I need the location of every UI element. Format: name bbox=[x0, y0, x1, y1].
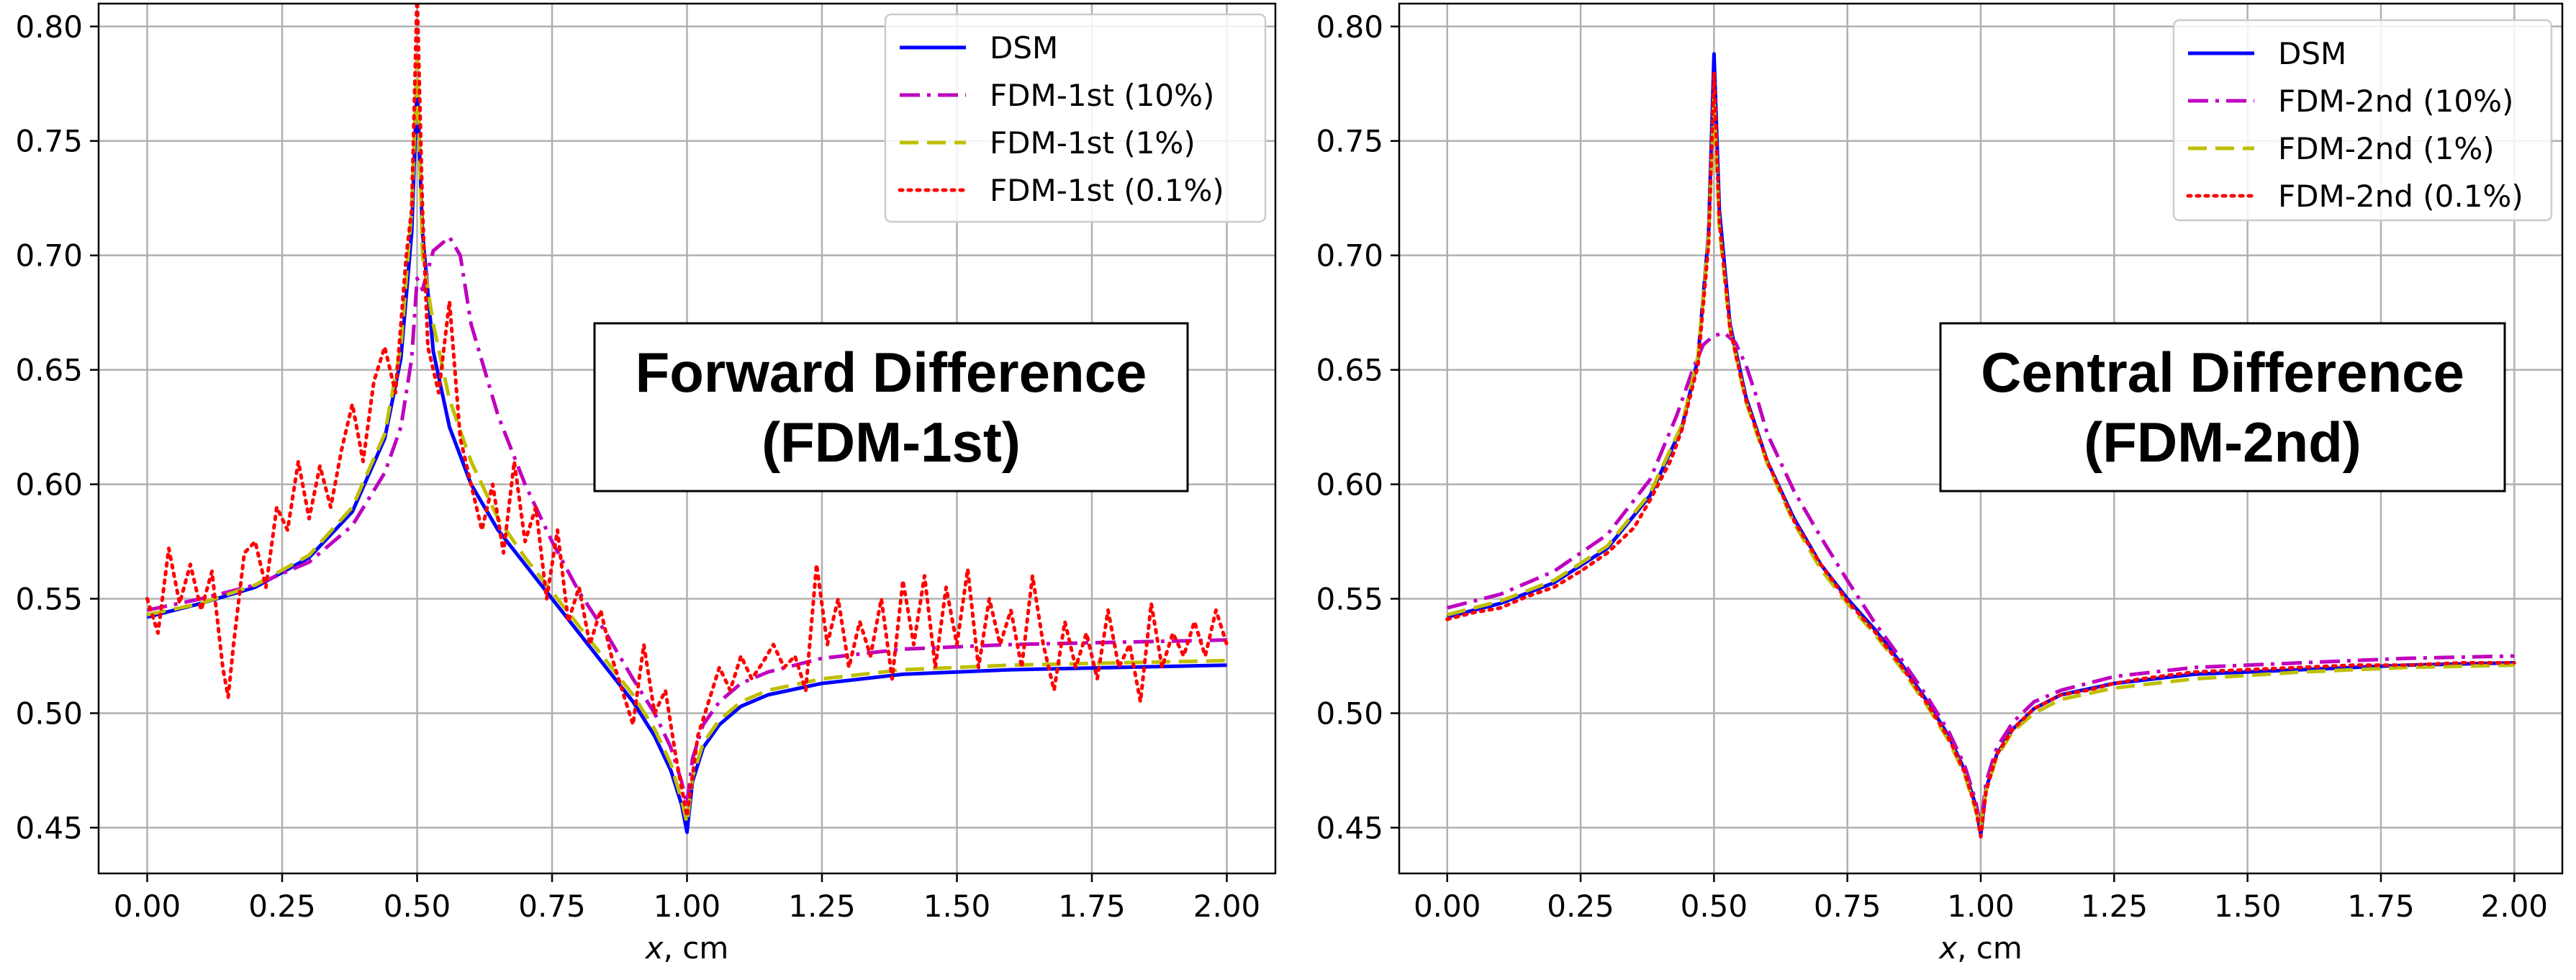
y-tick-label-4: 0.65 bbox=[15, 353, 83, 388]
y-tick-label-0: 0.45 bbox=[1316, 810, 1383, 845]
annotation-line-2: (FDM-2nd) bbox=[2084, 410, 2362, 474]
y-tick-label-1: 0.50 bbox=[15, 696, 83, 731]
annotation-line-2: (FDM-1st) bbox=[761, 410, 1021, 474]
series-line-fdm-1st-10- bbox=[146, 235, 1227, 807]
legend-label-2: FDM-2nd (1%) bbox=[2278, 131, 2495, 166]
legend-label-2: FDM-1st (1%) bbox=[990, 125, 1196, 161]
legend-box bbox=[2172, 19, 2553, 222]
legend-label-3: FDM-2nd (0.1%) bbox=[2278, 179, 2523, 214]
y-tick-label-2: 0.55 bbox=[15, 582, 83, 617]
legend: DSM FDM-2nd (10%) FDM-2nd (1%) FDM-2nd (0.1… bbox=[2172, 19, 2553, 222]
x-axis-label-var: x bbox=[644, 930, 664, 966]
x-tick-label-7: 1.75 bbox=[1058, 889, 1126, 924]
x-tick-label-8: 2.00 bbox=[2481, 889, 2549, 924]
x-tick-label-7: 1.75 bbox=[2347, 889, 2415, 924]
x-axis-label-unit: , cm bbox=[664, 930, 729, 966]
y-tick-label-5: 0.70 bbox=[1316, 238, 1383, 274]
x-tick-label-0: 0.00 bbox=[114, 889, 181, 924]
series-line-fdm-1st-0-1- bbox=[145, 4, 1229, 818]
legend-label-1: FDM-2nd (10%) bbox=[2278, 84, 2513, 119]
x-axis-label-var: x bbox=[1938, 930, 1958, 966]
y-tick-label-3: 0.60 bbox=[1316, 467, 1383, 503]
annotation-line-1: Forward Difference bbox=[636, 341, 1147, 404]
y-tick-label-2: 0.55 bbox=[1316, 582, 1383, 617]
y-tick-label-1: 0.50 bbox=[1316, 696, 1383, 731]
x-tick-label-2: 0.50 bbox=[384, 889, 451, 924]
x-tick-label-3: 0.75 bbox=[518, 889, 586, 924]
x-tick-label-1: 0.25 bbox=[1547, 889, 1614, 924]
x-tick-label-1: 0.25 bbox=[248, 889, 316, 924]
legend-label-3: FDM-1st (0.1%) bbox=[990, 173, 1224, 208]
x-tick-label-5: 1.25 bbox=[788, 889, 856, 924]
x-tick-label-2: 0.50 bbox=[1681, 889, 1748, 924]
legend-label-1: FDM-1st (10%) bbox=[990, 78, 1214, 113]
x-axis-label: x, cm bbox=[1938, 930, 2023, 966]
y-tick-label-6: 0.75 bbox=[1316, 124, 1383, 159]
x-axis-label: x, cm bbox=[644, 930, 729, 966]
y-tick-label-0: 0.45 bbox=[15, 810, 83, 845]
x-tick-label-4: 1.00 bbox=[654, 889, 721, 924]
y-tick-label-4: 0.65 bbox=[1316, 353, 1383, 388]
x-tick-label-6: 1.50 bbox=[2214, 889, 2282, 924]
legend-box bbox=[884, 13, 1267, 223]
y-tick-label-5: 0.70 bbox=[15, 238, 83, 274]
x-tick-label-8: 2.00 bbox=[1193, 889, 1261, 924]
legend-label-0: DSM bbox=[2278, 36, 2346, 71]
annotation-box bbox=[593, 322, 1189, 493]
x-axis-label-unit: , cm bbox=[1957, 930, 2023, 966]
x-tick-label-4: 1.00 bbox=[1947, 889, 2015, 924]
y-tick-label-3: 0.60 bbox=[15, 467, 83, 503]
y-tick-label-7: 0.80 bbox=[15, 9, 83, 45]
x-tick-label-5: 1.25 bbox=[2081, 889, 2148, 924]
x-tick-label-6: 1.50 bbox=[923, 889, 991, 924]
chart-panel-1: 0.00 0.25 0.50 0.75 1.00 1.25 1.50 1.75 2.00 0.45… bbox=[15, 2, 1277, 966]
series-line-fdm-2nd-10- bbox=[1447, 331, 2515, 830]
legend: DSM FDM-1st (10%) FDM-1st (1%) FDM-1st (0.1… bbox=[884, 13, 1267, 223]
y-tick-label-7: 0.80 bbox=[1316, 9, 1383, 45]
series-line-fdm-2nd-0-1- bbox=[1445, 70, 2516, 839]
annotation-box bbox=[1939, 322, 2506, 493]
x-tick-label-0: 0.00 bbox=[1414, 889, 1481, 924]
y-tick-label-6: 0.75 bbox=[15, 124, 83, 159]
series-line-fdm-1st-1- bbox=[146, 59, 1227, 825]
chart-panel-2: 0.00 0.25 0.50 0.75 1.00 1.25 1.50 1.75 2.00 0.45… bbox=[1316, 2, 2564, 966]
legend-label-0: DSM bbox=[990, 30, 1058, 66]
x-tick-label-3: 0.75 bbox=[1814, 889, 1881, 924]
series-line-fdm-2nd-1- bbox=[1447, 93, 2515, 830]
annotation-line-1: Central Difference bbox=[1981, 341, 2464, 404]
